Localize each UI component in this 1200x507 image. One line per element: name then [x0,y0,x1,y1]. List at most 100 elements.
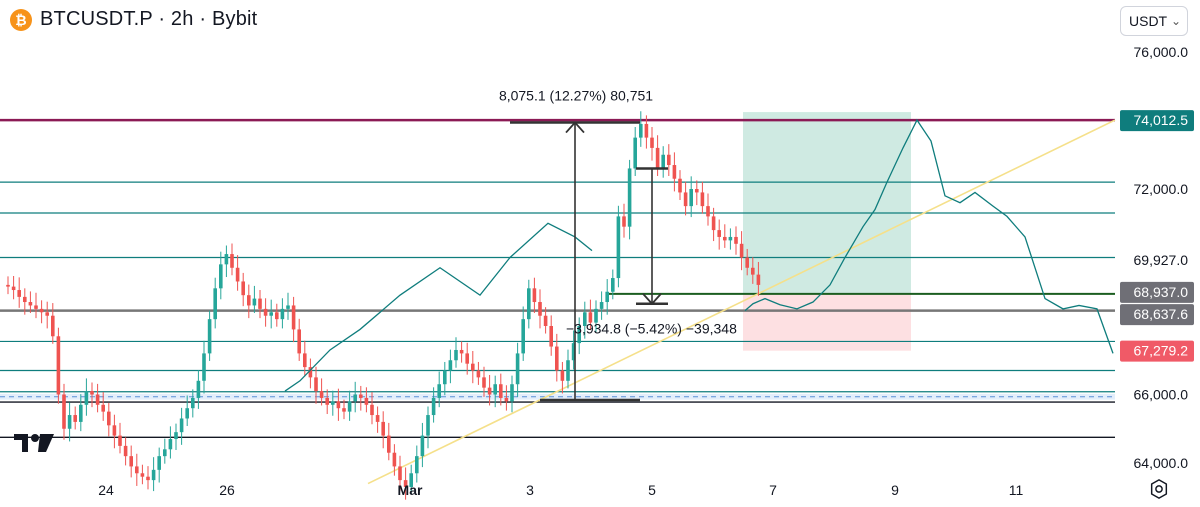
candle-body-27 [157,456,161,470]
ascending-trend-line [367,119,1116,485]
candle-body-74 [420,435,425,457]
candle-body-94 [532,288,537,303]
candle-body-59 [336,401,341,409]
candle-body-109 [616,216,621,279]
candle-body-32 [185,408,189,419]
position-zones [743,112,911,351]
candle-body-47 [269,312,273,316]
candle-body-3 [23,296,27,303]
candle-body-26 [151,469,156,481]
x-tick-label-5: 7 [769,482,777,498]
candle-body-57 [325,397,329,405]
candle-body-98 [555,346,559,371]
candle-body-6 [39,308,44,313]
candle-body-38 [219,264,223,289]
time-axis: 24 26 Mar 3 5 7 9 11 [14,434,1023,498]
candle-body-113 [639,123,643,138]
candle-body-7 [45,312,49,316]
candle-body-91 [515,353,520,385]
price-badge-label-1: 68,937.0 [1134,284,1189,300]
candle-body-126 [711,216,716,231]
candle-body-46 [263,308,268,316]
candle-body-84 [476,370,481,378]
price-badge-label-2: 68,637.6 [1134,306,1189,322]
candle-body-87 [493,384,497,395]
candle-body-93 [527,288,531,320]
candle-body-122 [689,189,693,207]
candle-body-63 [359,394,363,398]
candle-body-118 [667,154,671,166]
candle-body-79 [448,360,453,371]
candle-body-52 [297,329,301,354]
candle-body-73 [415,456,419,474]
candle-body-42 [241,281,245,296]
candle-body-85 [482,377,486,388]
candle-body-97 [549,326,553,347]
candle-body-76 [431,397,436,416]
measure-up-arrowhead [565,121,585,134]
currency-label: USDT [1129,13,1168,29]
price-badge-3 [1120,340,1194,362]
candle-body-55 [314,377,318,392]
candles [6,111,761,500]
support-band [0,393,1115,400]
tv-logo-slash [38,434,54,452]
horizontal-levels [0,118,1115,439]
x-tick-label-1: 26 [219,482,235,498]
candle-body-106 [599,302,604,309]
candle-body-10 [62,394,66,429]
candle-body-107 [605,291,609,303]
stop-zone [743,293,911,351]
chart-header: ₿ BTCUSDT.P · 2h · Bybit [10,8,257,31]
candle-body-88 [499,384,503,398]
candle-body-81 [459,349,464,354]
candle-body-5 [34,305,38,309]
candle-body-108 [611,278,615,292]
candle-body-82 [465,353,469,364]
measure-down-arrowhead [642,293,662,306]
candle-body-83 [471,363,475,371]
bitcoin-icon: ₿ [10,8,32,31]
candle-body-35 [202,353,206,381]
candle-body-30 [174,432,178,440]
candle-body-90 [510,384,514,402]
candle-body-56 [319,391,324,398]
candle-body-16 [95,394,100,405]
chevron-down-icon: ⌄ [1170,14,1181,28]
candle-body-72 [409,473,413,487]
x-tick-label-7: 11 [1009,482,1024,498]
candle-body-102 [577,326,581,344]
y-tick-label-1: 72,000.0 [1134,181,1189,197]
candle-body-86 [487,387,492,395]
candle-body-105 [594,308,598,323]
candle-body-28 [163,449,167,457]
currency-selector[interactable]: USDT ⌄ [1120,6,1188,36]
candle-body-129 [728,236,733,241]
candle-body-67 [381,421,385,436]
candle-body-37 [213,288,217,320]
candle-body-121 [683,192,688,207]
tv-logo-stem [22,434,28,452]
y-tick-label-2: 69,927.0 [1134,252,1189,268]
gear-icon[interactable] [1148,478,1170,500]
symbol-title: BTCUSDT.P · 2h · Bybit [40,8,258,30]
candle-body-115 [650,137,654,148]
forecast-path [284,118,1114,392]
candle-body-66 [375,415,380,422]
candle-body-95 [538,302,542,316]
candle-body-58 [331,401,335,405]
candle-body-101 [571,343,576,361]
forecast-line [744,118,1114,354]
candle-body-68 [387,435,391,453]
price-badge-2 [1120,304,1194,326]
y-tick-label-3: 66,000.0 [1134,387,1189,403]
price-badge-label-3: 67,279.2 [1134,343,1189,359]
candle-body-49 [280,308,285,320]
candle-body-40 [230,254,234,268]
candle-body-75 [426,415,430,436]
candle-body-23 [135,466,139,474]
candle-body-22 [129,456,133,467]
price-badge-1 [1120,281,1194,303]
candle-body-44 [252,298,257,306]
